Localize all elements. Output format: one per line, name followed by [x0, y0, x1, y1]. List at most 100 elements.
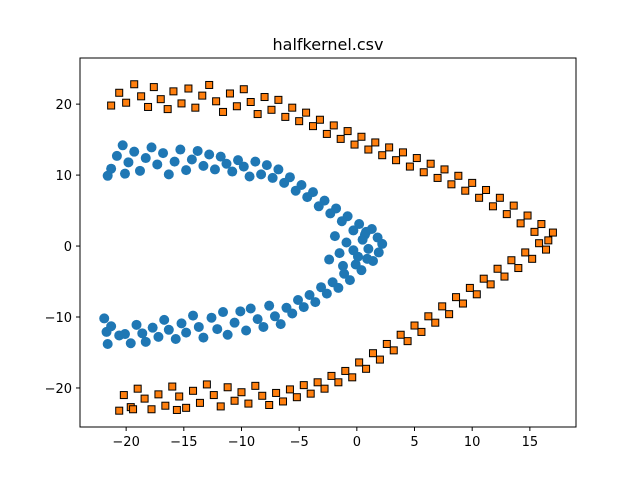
data-point — [279, 397, 288, 406]
data-point — [344, 275, 355, 286]
data-point — [447, 180, 456, 189]
data-point — [222, 329, 233, 340]
data-point — [514, 264, 523, 273]
data-point — [237, 388, 246, 397]
data-point — [238, 161, 249, 172]
data-point — [385, 143, 394, 152]
data-point — [246, 97, 255, 106]
data-point — [119, 391, 128, 400]
data-point — [327, 371, 336, 380]
data-point — [198, 91, 207, 100]
data-point — [227, 166, 238, 177]
data-point — [348, 373, 357, 382]
data-point — [403, 337, 412, 346]
data-point — [313, 378, 322, 387]
data-point — [111, 150, 122, 161]
data-point — [129, 405, 138, 414]
data-point — [548, 228, 557, 237]
data-point — [272, 388, 281, 397]
data-point — [260, 93, 269, 102]
x-axis: −20 −15 −10 −5 0 5 10 15 — [112, 427, 538, 450]
data-point — [198, 160, 209, 171]
data-point — [212, 97, 221, 106]
data-point — [273, 164, 284, 175]
data-point — [137, 92, 146, 101]
data-point — [172, 405, 181, 414]
data-point — [209, 164, 220, 175]
data-point — [186, 154, 197, 165]
data-point — [355, 358, 364, 367]
data-point — [419, 168, 428, 177]
data-point — [154, 390, 163, 399]
data-point — [356, 265, 367, 276]
data-point — [535, 239, 544, 248]
data-point — [320, 384, 329, 393]
data-point — [205, 80, 214, 89]
data-point — [361, 226, 372, 237]
data-point — [452, 293, 461, 302]
data-point — [102, 338, 113, 349]
data-point — [316, 282, 327, 293]
data-point — [119, 168, 130, 179]
data-point — [267, 105, 276, 114]
data-point — [195, 398, 204, 407]
data-point — [221, 158, 232, 169]
data-point — [137, 328, 148, 339]
data-point — [465, 283, 474, 292]
x-tick-label: 15 — [522, 435, 539, 450]
data-point — [292, 393, 301, 402]
data-point — [334, 378, 343, 387]
data-point — [264, 300, 275, 311]
data-point — [245, 303, 256, 314]
data-point — [348, 225, 359, 236]
data-point — [336, 216, 347, 227]
data-point — [229, 317, 240, 328]
data-point — [325, 208, 336, 219]
data-point — [140, 394, 149, 403]
data-point — [122, 98, 131, 107]
data-point — [502, 210, 511, 219]
data-point — [163, 169, 174, 180]
data-point — [261, 160, 272, 171]
data-point — [343, 127, 352, 136]
data-point — [281, 112, 290, 121]
data-point — [106, 321, 117, 332]
data-point — [159, 314, 170, 325]
data-point — [324, 254, 335, 265]
data-point — [438, 302, 447, 311]
data-point — [125, 338, 136, 349]
data-point — [371, 138, 380, 147]
data-point — [192, 145, 203, 156]
data-point — [233, 155, 244, 166]
data-point — [509, 201, 518, 210]
data-point — [181, 165, 192, 176]
data-point — [302, 108, 311, 117]
data-point — [218, 307, 229, 318]
data-point — [152, 159, 163, 170]
data-point — [156, 95, 165, 104]
data-point — [341, 237, 352, 248]
data-point — [212, 324, 223, 335]
data-point — [202, 380, 211, 389]
data-point — [507, 256, 516, 265]
data-point — [215, 151, 226, 162]
data-point — [198, 332, 209, 343]
data-point — [433, 173, 442, 182]
data-point — [269, 311, 280, 322]
data-point — [528, 254, 537, 263]
data-point — [322, 129, 331, 138]
data-point — [288, 103, 297, 112]
data-point — [219, 107, 228, 116]
data-point — [147, 322, 158, 333]
data-point — [417, 327, 426, 336]
data-point — [241, 325, 252, 336]
data-point — [472, 290, 481, 299]
data-point — [475, 193, 484, 202]
x-tick-label: −20 — [112, 435, 139, 450]
data-point — [367, 255, 378, 266]
data-point — [298, 302, 309, 313]
data-point — [373, 247, 384, 258]
data-point — [333, 282, 344, 293]
data-point — [99, 313, 110, 324]
data-point — [382, 339, 391, 348]
